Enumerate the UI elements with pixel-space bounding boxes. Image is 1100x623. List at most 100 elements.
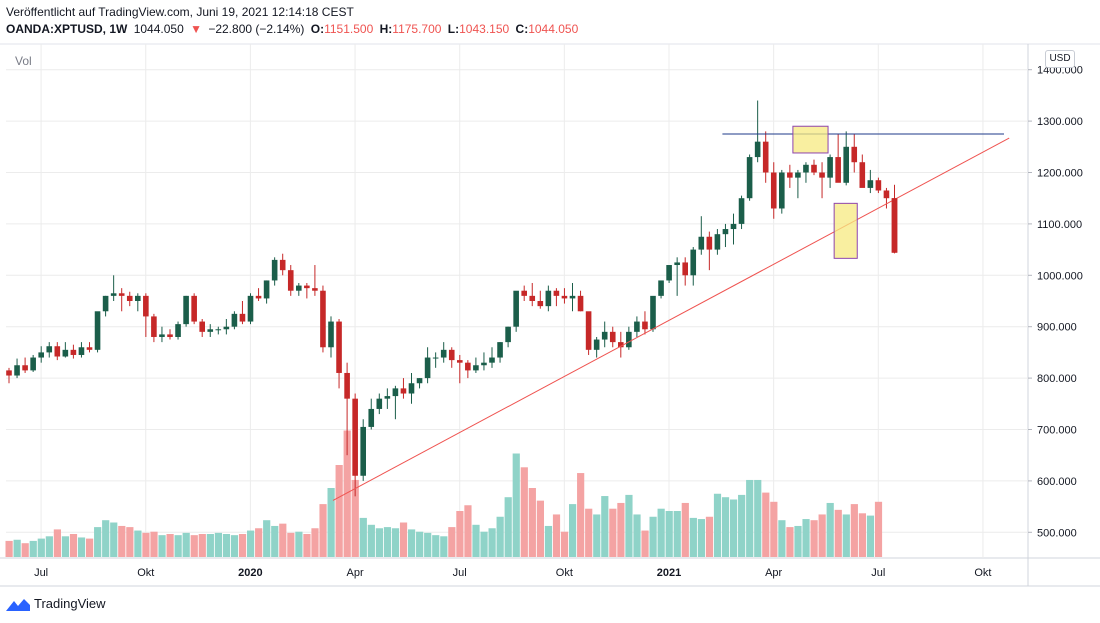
candle-body xyxy=(819,172,825,178)
candle-body xyxy=(384,396,391,399)
volume-bar xyxy=(311,528,319,557)
time-tick-label: Okt xyxy=(137,567,154,579)
volume-bar xyxy=(754,479,762,557)
volume-bar xyxy=(834,509,842,557)
volume-bar xyxy=(29,540,37,557)
volume-bar xyxy=(190,535,198,557)
volume-bar xyxy=(681,502,689,557)
candle-body xyxy=(432,357,439,359)
volume-bar xyxy=(762,492,770,557)
volume-bar xyxy=(818,514,826,557)
currency-badge[interactable]: USD xyxy=(1045,50,1075,68)
candle-body xyxy=(722,229,729,235)
time-tick-label: Okt xyxy=(974,567,991,579)
volume-bar xyxy=(182,532,190,557)
close-label: C: xyxy=(515,22,529,36)
candle-body xyxy=(408,383,415,394)
volume-bar xyxy=(802,519,810,557)
volume-bar xyxy=(689,517,697,557)
candle-body xyxy=(86,347,93,350)
grid xyxy=(0,43,1100,587)
candle-body xyxy=(143,295,149,317)
high-label: H: xyxy=(379,22,393,36)
candle-body xyxy=(279,259,286,271)
candle-body xyxy=(835,157,841,183)
symbol[interactable]: OANDA:XPTUSD, 1W xyxy=(6,22,128,36)
price-change: −22.800 (−2.14%) xyxy=(208,22,305,36)
volume-bar xyxy=(560,531,569,557)
candle-body xyxy=(465,362,471,371)
candle-body xyxy=(424,357,431,379)
volume-bar xyxy=(391,528,400,557)
volume-bar xyxy=(166,534,174,557)
volume-bar xyxy=(134,530,142,557)
time-tick-label: Jul xyxy=(871,567,885,579)
volume-bar xyxy=(53,529,61,557)
volume-bar xyxy=(633,514,641,557)
volume-bar xyxy=(126,527,134,557)
volume-bar xyxy=(399,522,408,557)
last-candle-body xyxy=(891,198,898,253)
candle-body xyxy=(126,295,133,301)
candle-body xyxy=(135,295,141,301)
candle-body xyxy=(215,329,222,331)
candle-body xyxy=(521,290,527,296)
volume-bar xyxy=(343,430,351,557)
candle-body xyxy=(666,265,672,281)
candle-body xyxy=(650,295,656,330)
candle-body xyxy=(46,346,53,353)
candle-body xyxy=(159,334,165,337)
volume-bar xyxy=(850,504,858,557)
candle-body xyxy=(730,223,737,230)
candle-body xyxy=(738,198,745,224)
trend-line xyxy=(332,137,1010,501)
candle-body xyxy=(690,249,697,276)
volume-bar xyxy=(206,534,214,557)
volume-bar xyxy=(512,453,520,557)
candle-body xyxy=(344,372,350,399)
volume-bar xyxy=(496,516,504,557)
candle-body xyxy=(593,339,600,350)
volume-bar xyxy=(705,516,714,557)
drawings xyxy=(332,125,1010,501)
volume-bar xyxy=(641,530,649,557)
candle-body xyxy=(312,288,318,291)
candle-body xyxy=(296,285,302,291)
volume-bar xyxy=(746,479,754,557)
volume-bar xyxy=(770,501,778,557)
candle-body xyxy=(22,365,28,371)
volume-bar xyxy=(118,525,126,557)
candle-body xyxy=(609,331,616,343)
candle-body xyxy=(505,326,511,343)
volume-label: Vol xyxy=(15,54,32,68)
price-tick-label: 700.000 xyxy=(1037,425,1077,437)
volume-bar xyxy=(842,514,850,557)
volume-bar xyxy=(319,504,327,557)
volume-bar xyxy=(528,488,536,557)
volume-bar xyxy=(649,516,657,557)
candle-body xyxy=(803,164,809,173)
volume-bars xyxy=(5,430,883,557)
volume-bar xyxy=(77,537,86,557)
candle-body xyxy=(682,262,688,276)
volume-bar xyxy=(480,531,488,557)
volume-bar xyxy=(713,493,722,557)
price-tick-label: 1200.000 xyxy=(1037,168,1083,180)
footer-brand[interactable]: TradingView xyxy=(6,596,106,611)
candle-body xyxy=(618,342,624,348)
price-tick-label: 1100.000 xyxy=(1037,219,1082,231)
volume-bar xyxy=(464,505,472,557)
price-tick-label: 900.000 xyxy=(1037,322,1077,334)
volume-bar xyxy=(238,534,247,557)
candle-body xyxy=(754,141,761,158)
volume-bar xyxy=(263,520,271,557)
price-tick-label: 1000.000 xyxy=(1037,270,1083,282)
candle-body xyxy=(811,164,817,173)
candle-body xyxy=(400,388,407,394)
low-label: L: xyxy=(447,22,460,36)
candle-body xyxy=(287,270,294,291)
candle-body xyxy=(376,398,383,409)
volume-bar xyxy=(673,511,681,557)
highlight-box-top xyxy=(792,125,829,154)
